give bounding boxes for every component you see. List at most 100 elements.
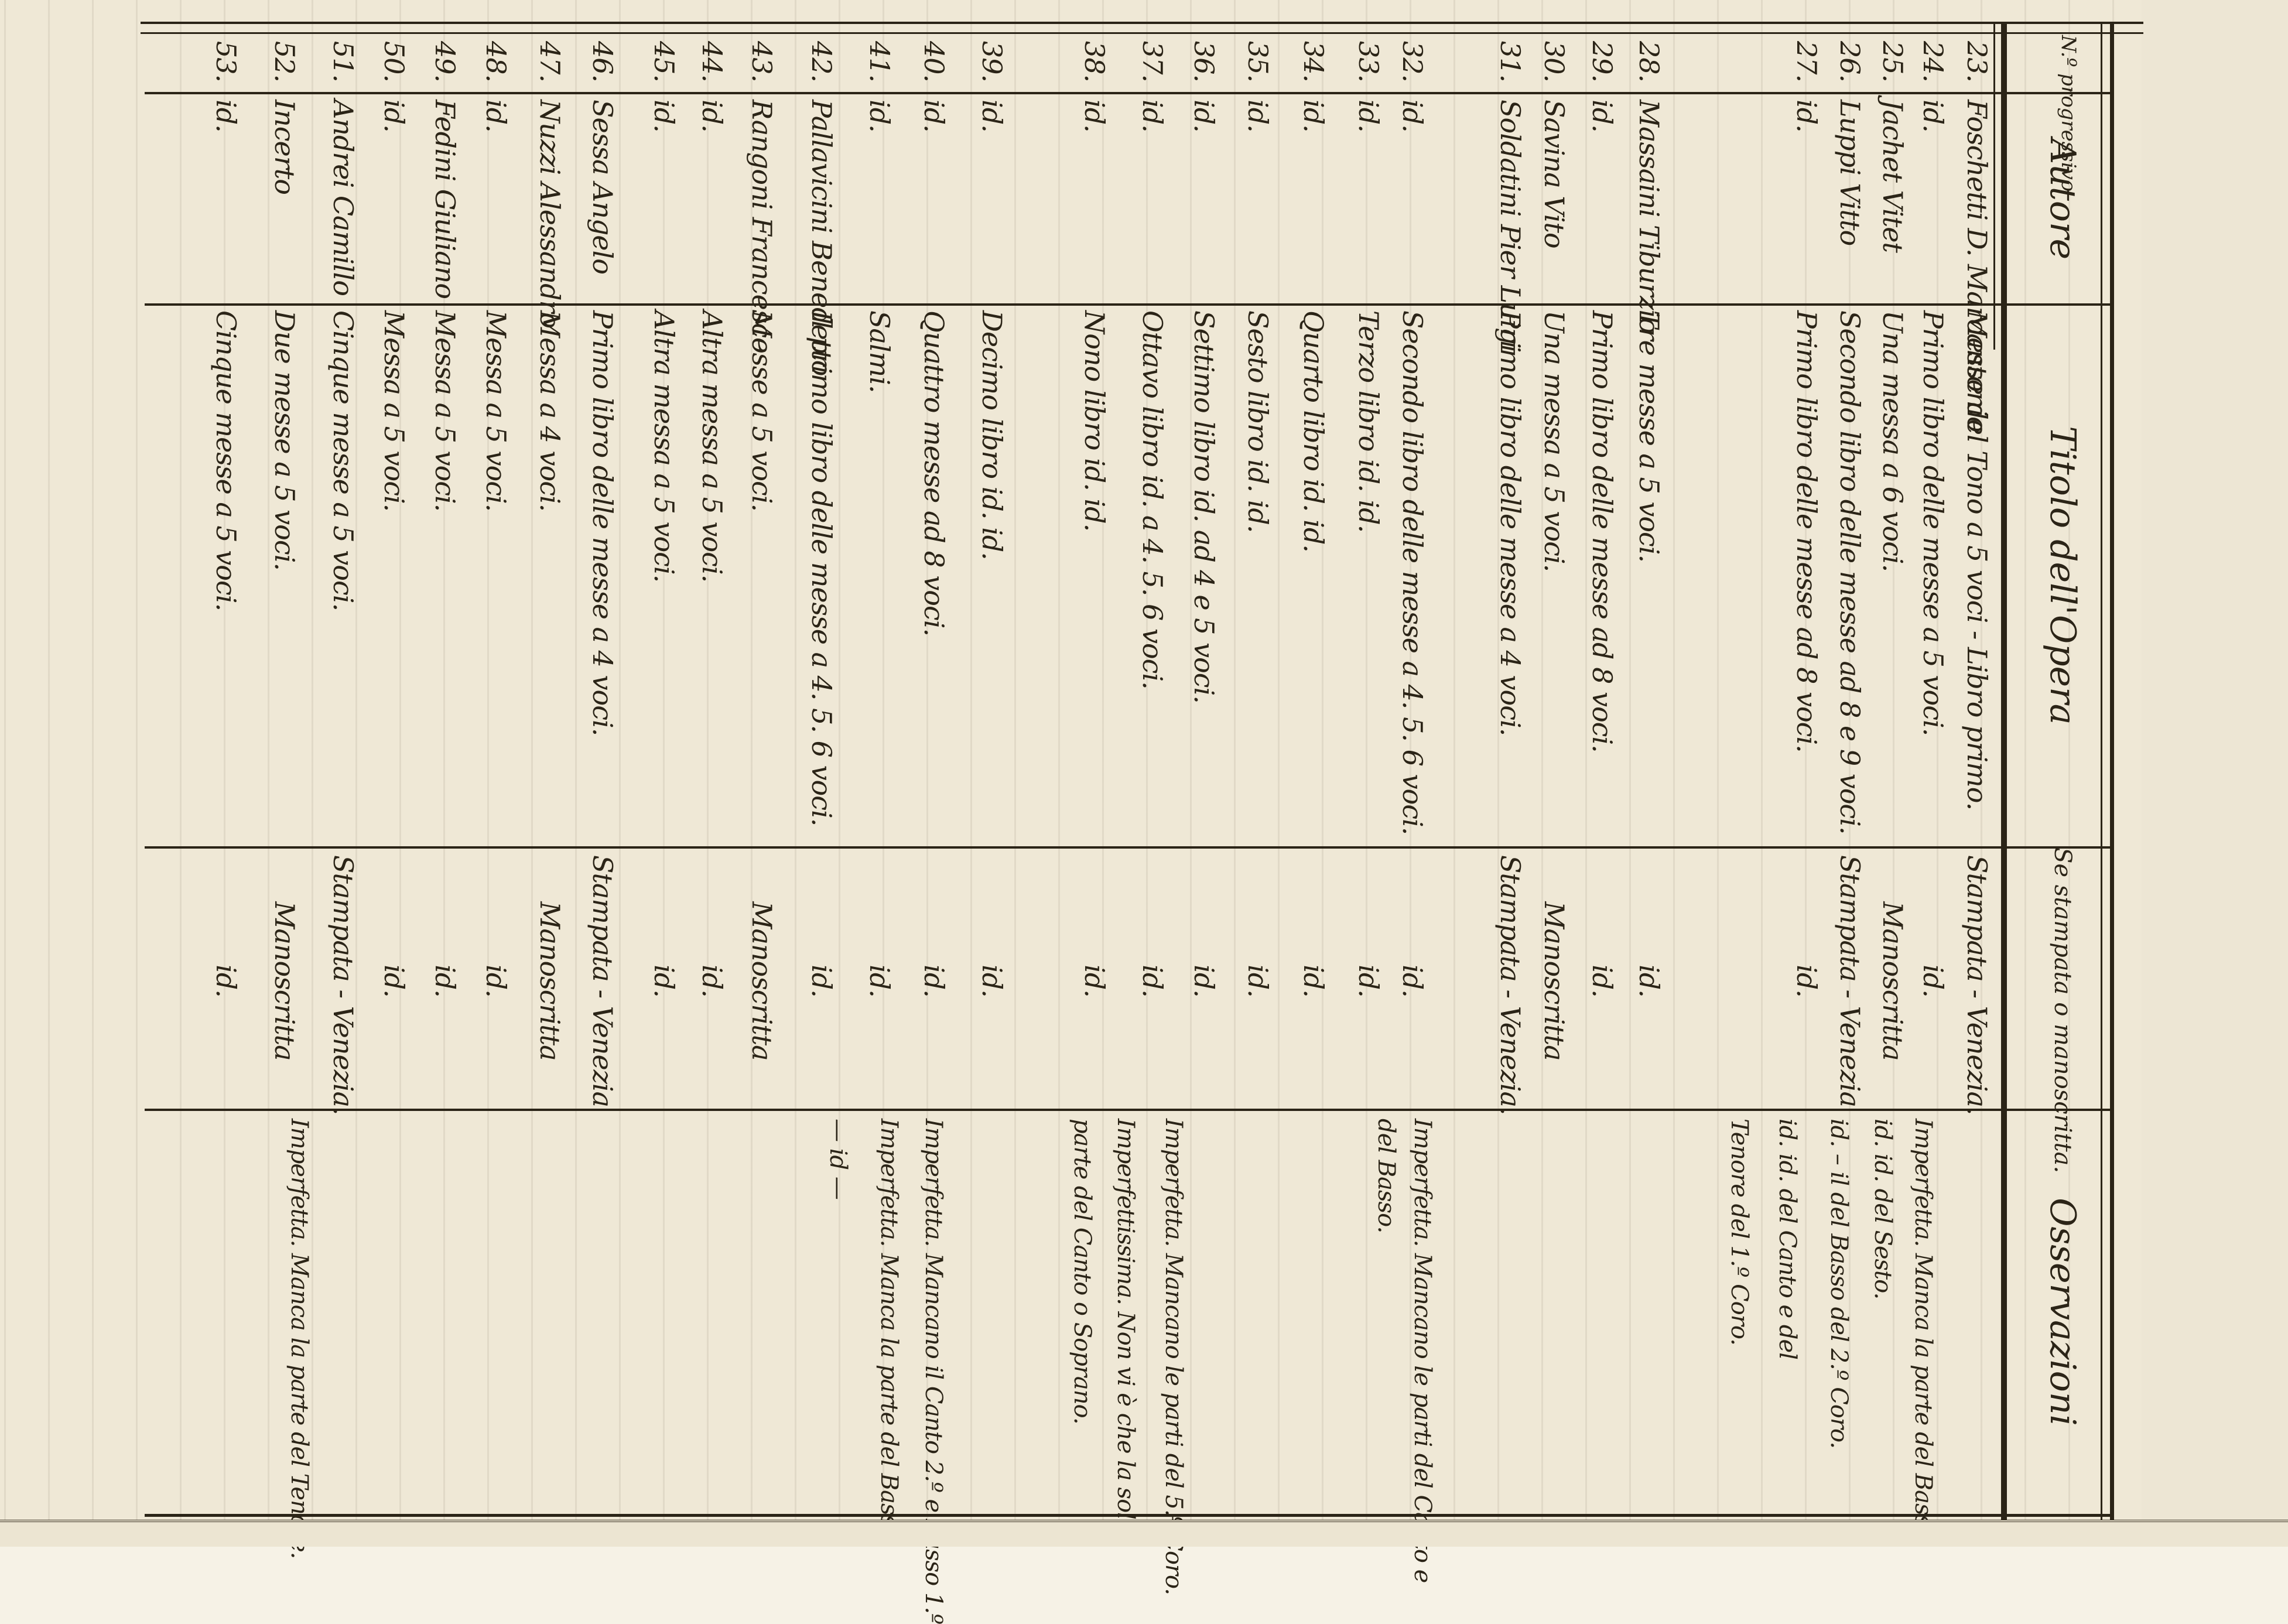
border-line xyxy=(141,32,2143,34)
row-printed: id. xyxy=(378,965,410,997)
row-printed: id. xyxy=(648,965,680,997)
row-note: Imperfettissima. Non vi è che la sola xyxy=(1112,1119,1139,1533)
row-number: 35. xyxy=(1242,41,1274,83)
row-number: 34. xyxy=(1298,41,1329,83)
row-note: id. id. del Sesto. xyxy=(1869,1119,1896,1300)
row-note: id. id. del Canto e del xyxy=(1774,1119,1801,1359)
row-title: Nono libro id. id. xyxy=(1079,310,1110,532)
row-printed: Stampata - Venezia xyxy=(1834,855,1866,1107)
row-note: del Basso. xyxy=(1373,1119,1400,1233)
row-note: parte del Canto o Soprano. xyxy=(1069,1119,1096,1424)
row-printed: Stampata - Venezia xyxy=(587,855,618,1107)
row-printed: id. xyxy=(480,965,512,997)
row-author: id. xyxy=(210,100,242,132)
row-title: Quattro messe ad 8 voci. xyxy=(918,310,950,637)
row-note: Imperfetta. Mancano le parti del Canto e xyxy=(1409,1119,1436,1583)
row-title: Quarto libro id. id. xyxy=(1298,310,1329,552)
row-author: Luppi Vitto xyxy=(1834,100,1866,246)
row-number: 23. xyxy=(1961,41,1993,83)
row-title: Primo libro delle messe a 5 voci. xyxy=(1917,310,1949,736)
row-note: id. – il del Basso del 2.º Coro. xyxy=(1825,1119,1852,1449)
row-printed: id. xyxy=(1353,965,1384,997)
row-author: id. xyxy=(1397,100,1428,132)
header-author: Autore xyxy=(2042,138,2083,260)
row-number: 41. xyxy=(864,41,895,83)
row-author: Fedini Giuliano xyxy=(429,100,461,299)
row-author: Soldatini Pier Luigi xyxy=(1494,100,1526,353)
row-printed: Stampata - Venezia. xyxy=(1961,855,1993,1115)
row-title: Terzo libro id. id. xyxy=(1353,310,1384,533)
row-number: 27. xyxy=(1791,41,1822,83)
border-line xyxy=(141,22,2143,24)
row-author: id. xyxy=(864,100,895,132)
row-printed: Manoscritta xyxy=(269,901,300,1061)
row-number: 25. xyxy=(1877,41,1909,83)
row-number: 28. xyxy=(1633,41,1665,83)
row-author: id. xyxy=(976,100,1008,132)
row-number: 53. xyxy=(210,41,242,83)
row-title: Decimo libro id. id. xyxy=(976,310,1008,560)
row-printed: Manoscritta xyxy=(1538,901,1570,1061)
row-printed: Stampata - Venezia. xyxy=(1494,855,1526,1115)
row-title: Due messe a 5 voci. xyxy=(269,310,300,570)
row-printed: id. xyxy=(976,965,1008,997)
row-printed: Manoscritta xyxy=(746,901,778,1061)
row-title: Messa a 4 voci. xyxy=(534,310,566,512)
row-author: id. xyxy=(918,100,950,132)
row-printed: id. xyxy=(1242,965,1274,997)
row-author: id. xyxy=(1586,100,1618,132)
row-title: Una messa a 6 voci. xyxy=(1877,310,1909,572)
row-note: Imperfetta. Mancano il Canto 2.º e Basso… xyxy=(920,1119,947,1624)
row-author: id. xyxy=(378,100,410,132)
row-title: Secondo libro delle messe ad 8 e 9 voci. xyxy=(1834,310,1866,835)
row-printed: id. xyxy=(1586,965,1618,997)
header-bottom-rule xyxy=(2001,22,2007,1524)
row-title: Messe del Tono a 5 voci - Libro primo. xyxy=(1961,310,1993,811)
header-top-rule xyxy=(2110,22,2114,1524)
row-number: 45. xyxy=(648,41,680,83)
row-author: Nuzzi Alessandro xyxy=(534,100,566,329)
row-author: id. xyxy=(648,100,680,132)
row-printed: id. xyxy=(1137,965,1168,997)
row-printed: id. xyxy=(1188,965,1220,997)
row-author: Pallavicini Benedetto xyxy=(806,100,837,376)
row-title: Cinque messe a 5 voci. xyxy=(327,310,359,611)
row-title: Messa a 5 voci. xyxy=(429,310,461,512)
row-title: Tre messe a 5 voci. xyxy=(1633,310,1665,563)
row-printed: id. xyxy=(864,965,895,997)
header-top-rule xyxy=(2101,22,2102,1524)
header-notes: Osservazioni xyxy=(2042,1198,2083,1426)
page-margin xyxy=(2142,0,2288,1544)
row-author: id. xyxy=(1137,100,1168,132)
row-printed: id. xyxy=(1633,965,1665,997)
row-author: id. xyxy=(1353,100,1384,132)
row-number: 40. xyxy=(918,41,950,83)
row-author: id. xyxy=(1791,100,1822,132)
row-number: 47. xyxy=(534,41,566,83)
row-note: — id — xyxy=(825,1119,851,1199)
row-number: 31. xyxy=(1494,41,1526,83)
row-title: Messe a 5 voci. xyxy=(746,310,778,512)
row-title: Primo libro delle messe a 4 voci. xyxy=(1494,310,1526,736)
row-printed: id. xyxy=(696,965,728,997)
row-title: Cinque messe a 5 voci. xyxy=(210,310,242,611)
row-title: Primo libro delle messe ad 8 voci. xyxy=(1586,310,1618,753)
row-title: Secondo libro delle messe a 4. 5. 6 voci… xyxy=(1397,310,1428,835)
row-printed: Manoscritta xyxy=(534,901,566,1061)
row-number: 42. xyxy=(806,41,837,83)
row-author: Savina Vito xyxy=(1538,100,1570,248)
column-divider xyxy=(145,1109,2112,1111)
row-author: id. xyxy=(1079,100,1110,132)
header-number: N.º progressivo xyxy=(2057,35,2080,192)
row-title: Settimo libro id. ad 4 e 5 voci. xyxy=(1188,310,1220,703)
row-number: 49. xyxy=(429,41,461,83)
row-printed: Manoscritta xyxy=(1877,901,1909,1061)
header-title: Titolo dell'Opera xyxy=(2042,426,2083,725)
row-author: Incerto xyxy=(269,100,300,194)
row-author: id. xyxy=(1242,100,1274,132)
row-author: id. xyxy=(1188,100,1220,132)
row-number: 52. xyxy=(269,41,300,83)
row-author: Massaini Tiburzio xyxy=(1633,100,1665,333)
row-note: Tenore del 1.º Coro. xyxy=(1726,1119,1753,1345)
